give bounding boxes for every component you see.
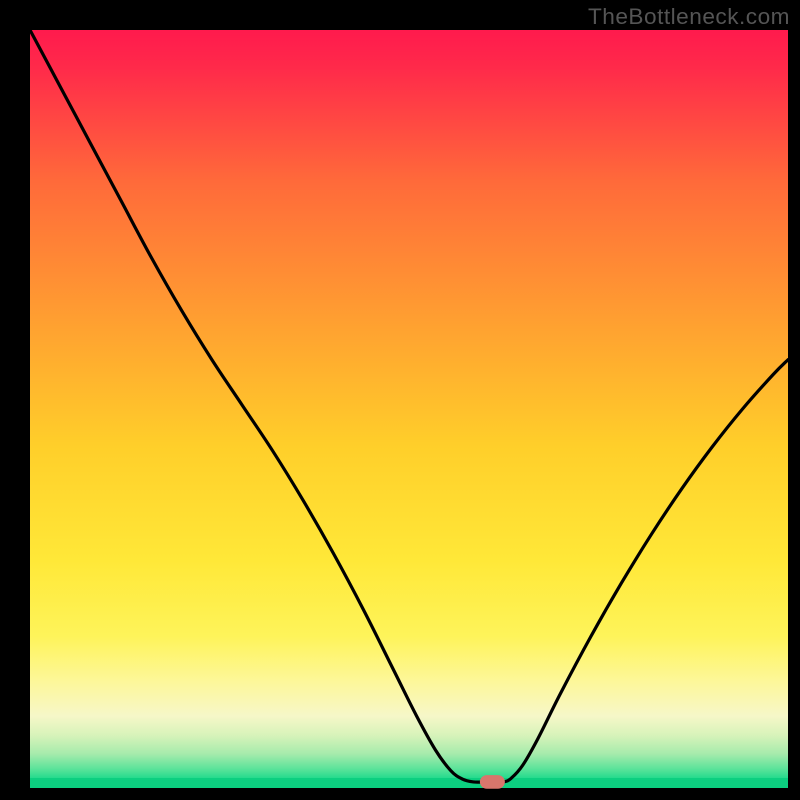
chart-root: TheBottleneck.com [0, 0, 800, 800]
chart-svg [0, 0, 800, 800]
plot-gradient-background [30, 30, 788, 788]
watermark-text: TheBottleneck.com [588, 4, 790, 30]
optimal-marker [480, 775, 505, 789]
plot-container [0, 0, 800, 800]
baseline-band [30, 778, 788, 788]
